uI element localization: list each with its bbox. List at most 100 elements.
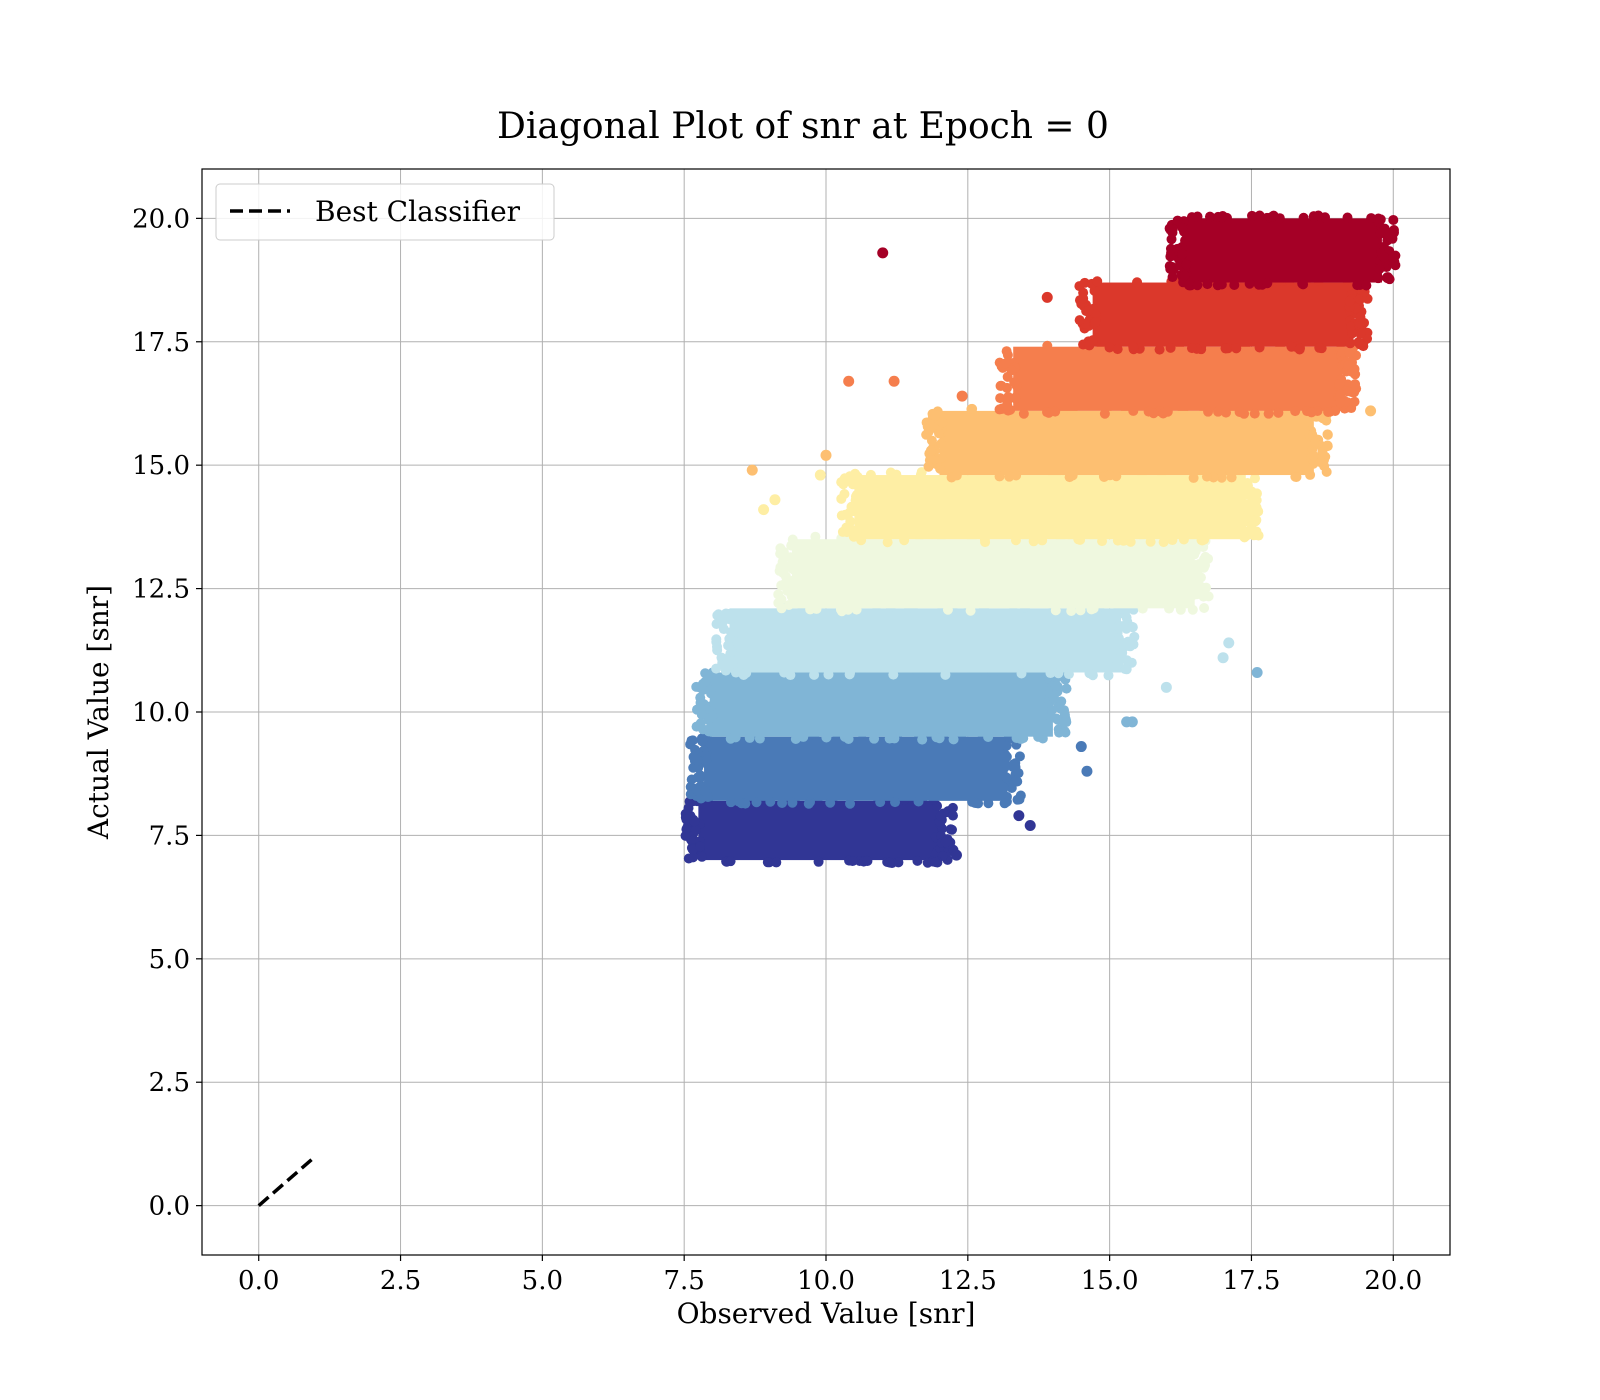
scatter-band-5 [836, 467, 1264, 548]
outlier-point-9 [1217, 652, 1229, 664]
scatter-point [775, 548, 786, 559]
y-tick-label-5: 12.5 [132, 575, 190, 605]
scatter-point [884, 733, 895, 744]
scatter-point [1050, 406, 1061, 417]
scatter-point [693, 772, 704, 783]
scatter-point [705, 685, 716, 696]
scatter-point [1121, 655, 1132, 666]
scatter-point [699, 785, 710, 796]
scatter-point [1244, 278, 1255, 289]
scatter-point [995, 393, 1006, 404]
scatter-point [1234, 406, 1245, 417]
scatter-point [1066, 606, 1077, 617]
scatter-point [1165, 224, 1176, 235]
outlier-point-16 [1024, 820, 1036, 832]
outlier-point-8 [1251, 667, 1263, 679]
x-tick-label-7: 17.5 [1223, 1266, 1281, 1296]
scatter-point [1298, 279, 1309, 290]
scatter-point [1373, 273, 1384, 284]
scatter-band-core-7 [1013, 346, 1343, 411]
scatter-point [1322, 440, 1333, 451]
scatter-point [730, 667, 741, 678]
scatter-point [1353, 337, 1364, 348]
scatter-point [923, 426, 934, 437]
scatter-point [947, 810, 958, 821]
scatter-point [751, 797, 762, 808]
scatter-point [1178, 534, 1189, 545]
scatter-point [1355, 312, 1366, 323]
scatter-point [821, 732, 832, 743]
scatter-point [1387, 252, 1398, 263]
y-tick-label-3: 7.5 [149, 821, 190, 851]
scatter-point [1366, 213, 1377, 224]
scatter-point [1249, 408, 1260, 419]
scatter-band-9 [1164, 210, 1401, 291]
scatter-point [1018, 733, 1029, 744]
scatter-point [923, 461, 934, 472]
scatter-point [762, 857, 773, 868]
scatter-point [1220, 343, 1231, 354]
scatter-point [1145, 536, 1156, 547]
scatter-point [803, 798, 814, 809]
scatter-point [845, 667, 856, 678]
scatter-point [1006, 783, 1017, 794]
scatter-point [1002, 382, 1013, 393]
scatter-point [1045, 668, 1056, 679]
scatter-point [994, 471, 1005, 482]
scatter-point [720, 665, 731, 676]
scatter-point [1290, 406, 1301, 417]
scatter-point [692, 755, 703, 766]
scatter-point [875, 797, 886, 808]
scatter-point [1042, 340, 1053, 351]
scatter-band-core-5 [854, 475, 1246, 540]
scatter-point [1349, 396, 1360, 407]
x-tick-label-0: 0.0 [238, 1266, 279, 1296]
scatter-point [1016, 668, 1027, 679]
scatter-point [1200, 551, 1211, 562]
y-tick-label-2: 5.0 [149, 945, 190, 975]
scatter-band-8 [1074, 274, 1373, 355]
scatter-point [1197, 535, 1208, 546]
scatter-point [1251, 526, 1262, 537]
scatter-point [946, 824, 957, 835]
y-tick-label-8: 20.0 [132, 204, 190, 234]
y-axis-label: Actual Value [snr] [82, 585, 115, 840]
scatter-point [1388, 214, 1399, 225]
scatter-point [1345, 321, 1356, 332]
scatter-point [725, 856, 736, 867]
scatter-point [1335, 389, 1346, 400]
scatter-point [1216, 212, 1227, 223]
scatter-point [847, 856, 858, 867]
scatter-point [1190, 546, 1201, 557]
scatter-point [934, 428, 945, 439]
scatter-point [1253, 279, 1264, 290]
scatter-point [884, 857, 895, 868]
scatter-point [1165, 342, 1176, 353]
scatter-band-core-6 [939, 410, 1314, 476]
scatter-point [1186, 343, 1197, 354]
scatter-point [744, 732, 755, 743]
scatter-point [1050, 680, 1061, 691]
best-classifier-line [257, 1154, 317, 1207]
scatter-point [1087, 670, 1098, 681]
scatter-point [1177, 222, 1188, 233]
scatter-point [890, 797, 901, 808]
scatter-band-7 [994, 339, 1362, 419]
scatter-point [776, 580, 787, 591]
scatter-point [1242, 480, 1253, 491]
scatter-point [1251, 515, 1262, 526]
scatter-point [838, 479, 849, 490]
scatter-point [1092, 276, 1103, 287]
scatter-point [912, 855, 923, 866]
scatter-point [1028, 536, 1039, 547]
scatter-point [917, 734, 928, 745]
scatter-point [1001, 740, 1012, 751]
scatter-point [701, 755, 712, 766]
scatter-point [691, 783, 702, 794]
scatter-point [1308, 450, 1319, 461]
scatter-point [1158, 537, 1169, 548]
scatter-point [725, 733, 736, 744]
scatter-point [1220, 407, 1231, 418]
scatter-point [948, 734, 959, 745]
scatter-point [1306, 407, 1317, 418]
